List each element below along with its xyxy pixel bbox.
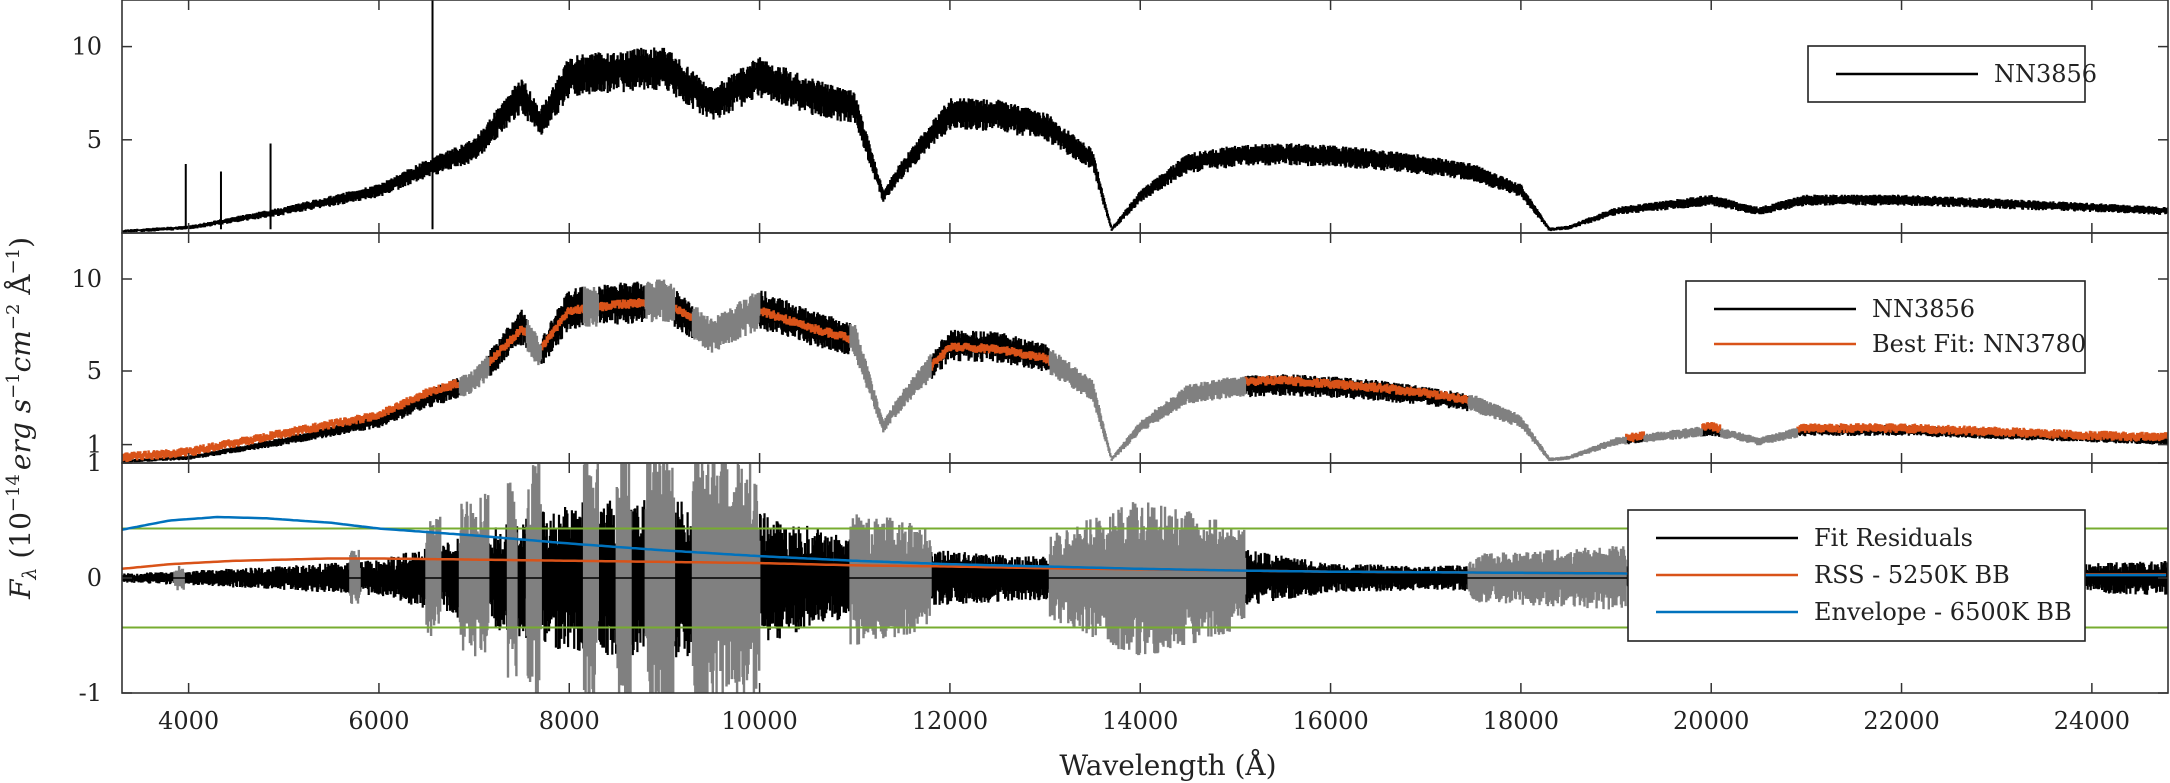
x-tick-label: 8000 (539, 707, 600, 735)
best-fit-trace (122, 298, 2168, 462)
legend-box (1685, 280, 2086, 374)
legend-label: NN3856 (1872, 295, 1975, 323)
y-tick-label: -1 (79, 679, 102, 707)
top-panel: 5 10 NN3856 (71, 0, 2169, 234)
x-tick-label: 14000 (1102, 707, 1178, 735)
top-plot-area (122, 0, 2168, 233)
x-tick-label: 10000 (721, 707, 797, 735)
spectrum-trace (122, 47, 2168, 233)
x-tick-label: 24000 (2054, 707, 2130, 735)
y-tick-label: 1 (87, 431, 102, 459)
y-tick-label: 0 (87, 564, 102, 592)
y-tick-label: 5 (87, 357, 102, 385)
middle-plot-area (122, 279, 2168, 463)
legend-label: RSS - 5250K BB (1814, 561, 2010, 589)
x-tick-label: 18000 (1483, 707, 1559, 735)
x-tick-label: 6000 (348, 707, 409, 735)
x-tick-label: 20000 (1673, 707, 1749, 735)
legend-label: Envelope - 6500K BB (1814, 598, 2072, 626)
x-tick-label: 4000 (158, 707, 219, 735)
legend-label: Fit Residuals (1814, 524, 1973, 552)
y-tick-label: 1 (87, 449, 102, 477)
y-tick-label: 10 (71, 265, 102, 293)
y-axis-label: Fλ (10−14erg s−1cm−2 Å−1) (3, 237, 41, 600)
x-tick-label: 16000 (1292, 707, 1368, 735)
x-tick-label: 22000 (1863, 707, 1939, 735)
bottom-panel: -1 0 1 Fit Residuals RSS - 5250K BB Envelope … (79, 449, 2169, 707)
legend-label: Best Fit: NN3780 (1872, 330, 2086, 358)
masked-region-trace (458, 279, 1799, 462)
y-tick-label: 10 (71, 33, 102, 61)
x-axis-ticks: 4000 6000 8000 10000 12000 14000 16000 18000 200… (158, 707, 2130, 735)
x-axis-label: Wavelength (Å) (1059, 749, 1276, 782)
legend-label: NN3856 (1994, 60, 2097, 88)
middle-panel: 1 5 10 NN3856 Best Fit: NN3780 (71, 232, 2169, 464)
y-tick-label: 5 (87, 126, 102, 154)
x-tick-label: 12000 (912, 707, 988, 735)
